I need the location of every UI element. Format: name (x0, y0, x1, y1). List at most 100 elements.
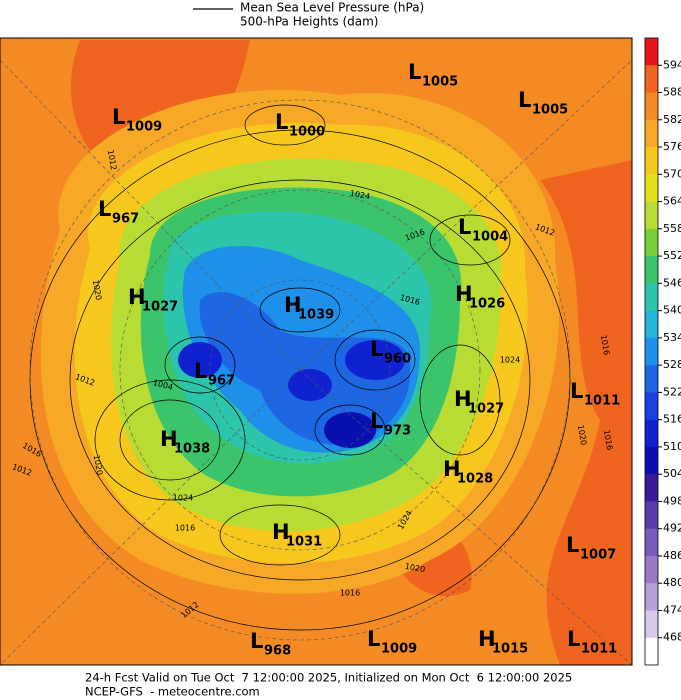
colorbar-swatch (645, 283, 658, 311)
colorbar-label: 540 (663, 304, 681, 317)
footer-text: NCEP-GFS - meteocentre.com (85, 685, 260, 699)
legend-text: Mean Sea Level Pressure (hPa) (240, 1, 424, 15)
isobar-label: 1016 (175, 524, 195, 533)
colorbar-label: 510 (663, 440, 681, 453)
colorbar-swatch (645, 256, 658, 284)
footer-text: 24-h Fcst Valid on Tue Oct 7 12:00:00 20… (85, 671, 572, 685)
center-symbol: H (284, 293, 302, 317)
center-symbol: L (570, 379, 583, 403)
center-symbol: L (370, 337, 383, 361)
colorbar-swatch (645, 38, 658, 66)
center-value: 973 (384, 424, 411, 439)
colorbar-label: 492 (663, 522, 681, 535)
center-symbol: L (408, 60, 421, 84)
colorbar-label: 474 (663, 603, 681, 616)
colorbar-label: 594 (663, 58, 681, 71)
colorbar-swatch (645, 501, 658, 529)
colorbar-label: 576 (663, 140, 681, 153)
isobar-label: 1024 (173, 494, 193, 503)
colorbar-label: 552 (663, 249, 681, 262)
center-value: 1015 (492, 642, 528, 657)
isobar-label: 1024 (500, 356, 520, 365)
center-value: 960 (384, 352, 411, 367)
isobar-label: 1020 (91, 279, 103, 301)
colorbar-label: 516 (663, 413, 681, 426)
colorbar-swatch (645, 474, 658, 502)
isobar-label: 1024 (349, 189, 371, 201)
center-value: 1005 (422, 75, 458, 90)
center-value: 1007 (580, 548, 616, 563)
center-value: 967 (208, 374, 235, 389)
center-symbol: L (567, 627, 580, 651)
colorbar-label: 498 (663, 494, 681, 507)
center-value: 1031 (286, 535, 322, 550)
colorbar-label: 468 (663, 631, 681, 644)
colorbar-swatch (645, 147, 658, 175)
center-symbol: L (112, 105, 125, 129)
colorbar-swatch (645, 446, 658, 475)
colorbar-swatch (645, 528, 658, 557)
colorbar-label: 534 (663, 331, 681, 344)
colorbar-swatch (645, 365, 658, 393)
center-symbol: H (454, 387, 472, 411)
center-symbol: H (443, 457, 461, 481)
center-value: 1027 (468, 402, 504, 417)
isobar-label: 1016 (599, 334, 611, 356)
colorbar-swatch (645, 583, 658, 611)
center-symbol: H (160, 427, 178, 451)
center-symbol: L (370, 409, 383, 433)
center-value: 1028 (457, 472, 493, 487)
center-value: 1026 (469, 297, 505, 312)
colorbar-label: 528 (663, 358, 681, 371)
colorbar-swatch (645, 310, 658, 339)
center-symbol: L (566, 533, 579, 557)
center-symbol: H (455, 282, 473, 306)
colorbar-label: 564 (663, 195, 681, 208)
colorbar-label: 582 (663, 113, 681, 126)
colorbar-swatch (645, 337, 658, 366)
colorbar-swatch (645, 201, 658, 230)
map-frame (0, 37, 633, 666)
colorbar-swatch (645, 119, 658, 148)
center-value: 1027 (142, 300, 178, 315)
center-symbol: H (478, 627, 496, 651)
isobar-label: 1020 (404, 562, 426, 574)
colorbar: 594 588 582 576 570 564 558 552 546 540 534 528 522 5… (644, 37, 681, 666)
colorbar-label: 480 (663, 576, 681, 589)
colorbar-label: 522 (663, 385, 681, 398)
center-value: 968 (264, 644, 291, 659)
center-value: 967 (112, 212, 139, 227)
colorbar-swatch (645, 637, 658, 666)
center-value: 1039 (298, 308, 334, 323)
colorbar-swatch (645, 228, 658, 257)
center-value: 1038 (174, 442, 210, 457)
colorbar-label: 504 (663, 467, 681, 480)
center-symbol: H (128, 285, 146, 309)
map (0, 38, 632, 665)
center-symbol: L (250, 629, 263, 653)
center-value: 1011 (584, 394, 620, 409)
colorbar-label: 588 (663, 86, 681, 99)
center-symbol: L (458, 215, 471, 239)
isobar-label: 1016 (340, 589, 360, 598)
colorbar-label: 546 (663, 276, 681, 289)
colorbar-swatch (645, 555, 658, 584)
center-value: 1000 (289, 125, 325, 140)
center-symbol: L (367, 627, 380, 651)
center-value: 1005 (532, 103, 568, 118)
colorbar-swatch (645, 419, 658, 448)
center-symbol: L (275, 110, 288, 134)
colorbar-swatch (645, 610, 658, 639)
center-symbol: L (194, 359, 207, 383)
colorbar-swatch (645, 174, 658, 202)
isobar-label: 1016 (602, 429, 614, 451)
center-symbol: L (518, 88, 531, 112)
colorbar-swatch (645, 65, 658, 93)
colorbar-frame (644, 37, 659, 666)
center-symbol: L (98, 197, 111, 221)
center-value: 1011 (581, 642, 617, 657)
center-value: 1009 (381, 642, 417, 657)
isobar-label: 1012 (106, 149, 118, 171)
